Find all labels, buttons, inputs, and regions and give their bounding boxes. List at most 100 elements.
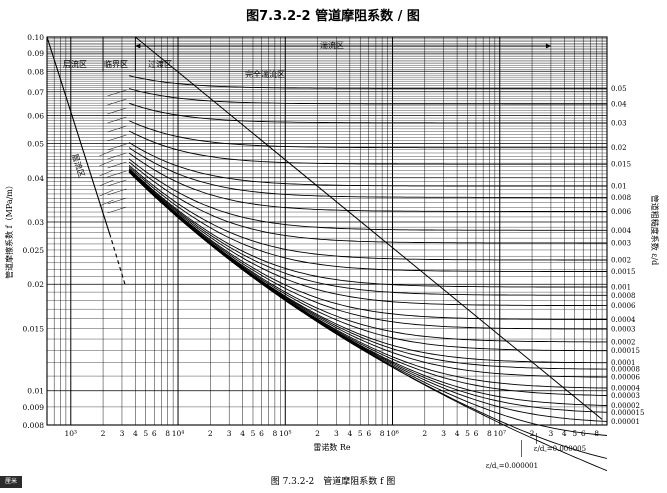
roughness-label: 0.02 xyxy=(611,144,627,152)
x-tick-label: 2 xyxy=(208,429,213,438)
zone-label-complete-turbulence: 完全湍流区 xyxy=(245,69,285,79)
roughness-label: 0.03 xyxy=(611,119,627,127)
roughness-label: 0.008 xyxy=(611,194,631,202)
roughness-label: 0.00002 xyxy=(611,402,640,410)
y-tick-label: 0.01 xyxy=(27,387,44,396)
x-tick-label: 3 xyxy=(549,429,554,438)
x-tick-label: 2 xyxy=(101,429,106,438)
x-tick-label: 3 xyxy=(227,429,232,438)
plot-frame xyxy=(46,36,608,426)
y-tick-label: 0.02 xyxy=(27,280,44,289)
roughness-label: 0.015 xyxy=(611,161,631,169)
roughness-label: 0.001 xyxy=(611,284,631,292)
y-tick-label: 0.04 xyxy=(27,174,44,183)
roughness-label: 0.00006 xyxy=(611,374,640,382)
y-tick-label: 0.06 xyxy=(27,111,44,120)
hatch-line xyxy=(107,107,127,115)
y-tick-label: 0.05 xyxy=(27,139,44,148)
series-curve xyxy=(128,171,608,406)
zone-label-turbulent: 湍流区 xyxy=(320,40,344,50)
roughness-label: 0.00015 xyxy=(611,347,640,355)
hatch-line xyxy=(107,206,127,214)
x-tick-label: 2 xyxy=(315,429,320,438)
x-tick-label: 3 xyxy=(120,429,125,438)
x-tick-label: 8 xyxy=(487,429,492,438)
hatch-line xyxy=(107,197,127,205)
series-curve xyxy=(128,161,607,244)
roughness-label: 0.00004 xyxy=(611,385,640,393)
critical-zone-hatch xyxy=(99,89,127,214)
hatch-line xyxy=(99,199,114,207)
series-curve xyxy=(128,171,607,364)
y2-axis-label: 管道粗糙度系数 ε/d xyxy=(650,195,660,266)
hatch-line xyxy=(99,149,114,157)
hatch-line xyxy=(107,179,127,187)
series-curves xyxy=(128,75,608,472)
annotation-roughness-b: ε/d꜀=0.000005 xyxy=(534,445,586,453)
series-curve xyxy=(128,170,607,320)
chart-title: 图7.3.2-2 管道摩阻系数 / 图 xyxy=(246,8,420,24)
series-curve xyxy=(128,102,607,124)
roughness-label: 0.00001 xyxy=(611,418,640,426)
series-curve xyxy=(128,171,608,459)
series-curve xyxy=(128,168,607,296)
x-tick-label: 4 xyxy=(562,429,567,438)
series-curve xyxy=(128,120,607,149)
hatch-line xyxy=(99,159,114,167)
x-tick-label: 5 xyxy=(465,429,470,438)
series-curve xyxy=(128,130,607,165)
annotation-roughness-a: ε/d꜀=0.000001 xyxy=(486,462,538,470)
x-tick-label: 4 xyxy=(455,429,460,438)
grid xyxy=(46,36,608,426)
y-tick-label: 0.03 xyxy=(27,218,44,227)
zone-boundaries xyxy=(46,36,603,457)
series-curve xyxy=(128,88,607,105)
x-tick-label: 6 xyxy=(152,429,157,438)
x-tick-label: 5 xyxy=(572,429,577,438)
x-tick-label: 10⁷ xyxy=(493,429,506,438)
x-tick-label: 4 xyxy=(240,429,245,438)
series-curve xyxy=(128,166,607,272)
x-tick-label: 4 xyxy=(347,429,352,438)
x-tick-label: 3 xyxy=(334,429,339,438)
hatch-line xyxy=(107,116,127,124)
roughness-label: 0.000015 xyxy=(611,409,644,417)
series-curve xyxy=(128,164,607,261)
roughness-label: 0.0001 xyxy=(611,359,636,367)
roughness-label: 0.00008 xyxy=(611,366,640,374)
series-curve xyxy=(128,152,607,212)
series-curve xyxy=(128,171,607,370)
roughness-label: 0.0003 xyxy=(611,325,636,333)
y-tick-label: 0.09 xyxy=(27,49,44,58)
roughness-label: 0.05 xyxy=(611,85,627,93)
x-axis-label: 雷诺数 Re xyxy=(313,442,351,452)
roughness-label: 0.0008 xyxy=(611,292,636,300)
x-tick-label: 8 xyxy=(272,429,277,438)
roughness-label: 0.002 xyxy=(611,256,631,264)
y-tick-label: 0.009 xyxy=(23,403,45,412)
x-tick-label: 5 xyxy=(251,429,256,438)
roughness-label: 0.004 xyxy=(611,227,632,235)
y-tick-label: 0.015 xyxy=(23,324,45,333)
x-tick-label: 10³ xyxy=(65,429,78,438)
x-tick-label: 5 xyxy=(143,429,148,438)
series-curve xyxy=(128,171,608,422)
hatch-line xyxy=(99,189,114,197)
series-curve xyxy=(128,170,607,330)
hatch-line xyxy=(107,134,127,142)
y-tick-label: 0.008 xyxy=(23,421,45,430)
series-curve xyxy=(128,169,607,307)
laminar-line-extension xyxy=(109,233,126,285)
hatch-line xyxy=(107,170,127,178)
hatch-line xyxy=(107,161,127,169)
hatch-line xyxy=(107,98,127,106)
roughness-label: 0.006 xyxy=(611,208,632,216)
x-tick-label: 2 xyxy=(530,429,535,438)
laminar-line xyxy=(46,36,111,234)
roughness-label: 0.003 xyxy=(611,239,631,247)
series-curve xyxy=(128,147,607,198)
hatch-line xyxy=(107,152,127,160)
x-tick-label: 6 xyxy=(259,429,264,438)
y-tick-label: 0.08 xyxy=(27,67,44,76)
